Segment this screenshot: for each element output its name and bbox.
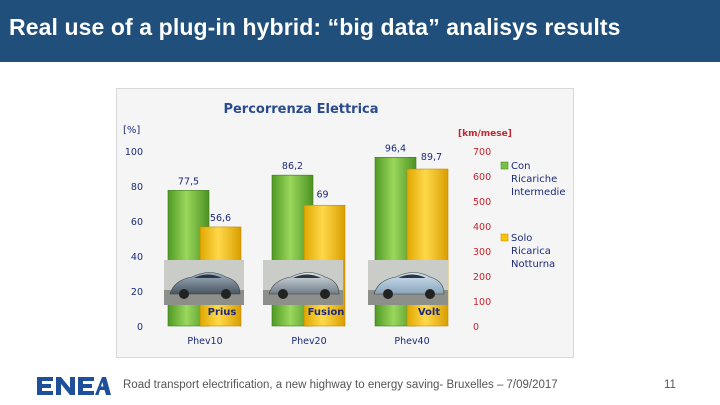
bar-value-label: 69 (316, 189, 328, 200)
car-window-shape (293, 274, 321, 278)
car-body-shape (268, 272, 340, 295)
car-window-shape (194, 274, 222, 278)
legend-entry-label: Ricarica (511, 246, 551, 257)
x-category-label: Phev40 (394, 336, 429, 347)
x-category-label: Phev20 (291, 336, 326, 347)
y-right-tick-label: 0 (473, 322, 479, 333)
y-right-axis-label: [km/mese] (458, 129, 512, 139)
x-category-label: Phev10 (187, 336, 222, 347)
y-right-tick-label: 700 (473, 147, 491, 158)
bar-value-label: 77,5 (178, 176, 199, 187)
car-model-label: Volt (418, 307, 440, 318)
y-left-tick-label: 40 (131, 252, 143, 263)
y-left-tick-label: 60 (131, 217, 143, 228)
bar-value-label: 56,6 (210, 213, 231, 224)
y-left-tick-label: 0 (137, 322, 143, 333)
y-left-axis-label: [%] (123, 125, 140, 136)
car-body-shape (169, 272, 241, 295)
y-left-tick-label: 20 (131, 287, 143, 298)
legend-swatch (500, 233, 509, 242)
legend-entry-label: Solo (511, 233, 532, 244)
bar-value-label: 86,2 (282, 161, 303, 172)
y-right-tick-label: 300 (473, 247, 491, 258)
legend-entry-label: Intermedie (511, 187, 565, 198)
car-photo-volt (368, 260, 448, 305)
y-right-tick-label: 500 (473, 197, 491, 208)
y-left-tick-label: 80 (131, 182, 143, 193)
bar-chart: Percorrenza Elettrica [%] [km/mese] 0 20 4… (123, 102, 565, 347)
car-wheel (278, 289, 288, 299)
y-right-tick-label: 400 (473, 222, 491, 233)
car-body-shape (373, 272, 445, 295)
car-wheel (179, 289, 189, 299)
legend-entry-label: Con (511, 161, 530, 172)
car-window-shape (398, 274, 426, 278)
car-wheel (425, 289, 435, 299)
legend-entry-label: Notturna (511, 259, 555, 270)
car-photo-fusion (263, 260, 343, 305)
chart-title: Percorrenza Elettrica (223, 102, 378, 117)
y-right-tick-label: 600 (473, 172, 491, 183)
bar-value-label: 89,7 (421, 152, 442, 163)
y-left-tick-label: 100 (125, 147, 143, 158)
y-right-tick-label: 100 (473, 297, 491, 308)
legend-entry-label: Ricariche (511, 174, 557, 185)
chart-panel: Percorrenza Elettrica [%] [km/mese] 0 20 4… (116, 88, 574, 358)
car-wheel (221, 289, 231, 299)
car-wheel (320, 289, 330, 299)
car-photo-prius (164, 260, 244, 305)
car-model-label: Prius (208, 307, 237, 318)
y-right-tick-label: 200 (473, 272, 491, 283)
slide-title: Real use of a plug-in hybrid: “big data”… (9, 14, 621, 40)
car-wheel (383, 289, 393, 299)
legend-swatch (500, 161, 509, 170)
car-model-label: Fusion (308, 307, 345, 318)
enea-logo (37, 377, 111, 395)
page-number: 11 (664, 379, 676, 391)
footer-text: Road transport electrification, a new hi… (123, 379, 558, 391)
bar-value-label: 96,4 (385, 143, 406, 154)
slide-title-bar: Real use of a plug-in hybrid: “big data”… (0, 0, 720, 62)
